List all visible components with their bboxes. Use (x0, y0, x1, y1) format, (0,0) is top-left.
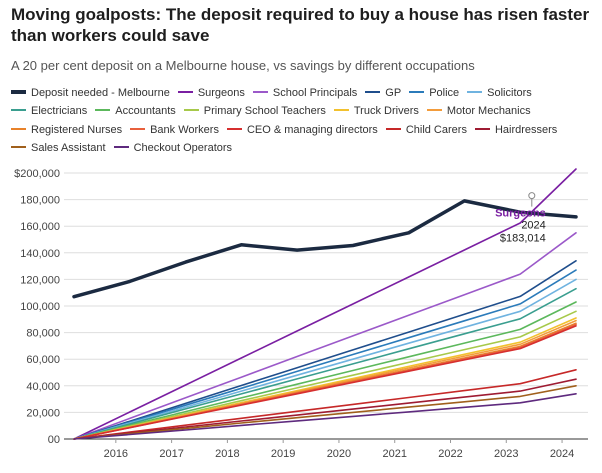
legend-label: Solicitors (487, 87, 532, 99)
legend-label: Child Carers (405, 123, 467, 136)
legend-swatch (130, 127, 146, 130)
legend-swatch (177, 91, 193, 94)
legend-swatch (11, 109, 26, 112)
x-tick-label: 2019 (271, 448, 295, 460)
y-tick-label: 140,000 (20, 248, 60, 260)
legend-label: Accountants (115, 105, 176, 118)
legend-label: GP (385, 87, 402, 99)
y-tick-label: 60,000 (26, 354, 60, 366)
x-tick-label: 2021 (382, 448, 406, 460)
legend-item: Motor Mechanics (426, 102, 531, 120)
legend-swatch (11, 145, 26, 148)
legend-item: Deposit needed - Melbourne (11, 84, 170, 102)
legend-swatch (95, 109, 111, 112)
series-line (73, 232, 577, 440)
legend-label: Police (429, 87, 460, 99)
annotation-value: $183,014 (500, 233, 546, 245)
y-tick-label: 100,000 (20, 301, 60, 313)
legend-item: Bank Workers (130, 121, 219, 139)
legend-item: School Principals (252, 84, 358, 102)
x-tick-label: 2023 (494, 448, 518, 460)
legend-label: Sales Assistant (31, 141, 106, 154)
legend-item: GP (365, 84, 401, 102)
legend-label: Registered Nurses (31, 123, 123, 136)
legend-item: Accountants (95, 102, 176, 120)
y-tick-label: 40,000 (26, 381, 60, 393)
legend-label: Hairdressers (494, 123, 558, 136)
legend-swatch (426, 109, 442, 112)
legend-label: Electricians (31, 105, 88, 118)
series-line (73, 278, 577, 440)
series-line (73, 378, 577, 440)
legend-item: Hairdressers (474, 121, 558, 139)
x-tick-label: 2024 (550, 448, 574, 460)
x-tick-label: 2020 (327, 448, 351, 460)
legend-label: Bank Workers (150, 123, 219, 136)
legend-item: Checkout Operators (113, 139, 233, 157)
series-line (73, 287, 577, 440)
legend-item: Police (409, 84, 459, 102)
x-tick-label: 2022 (438, 448, 462, 460)
legend-label: Truck Drivers (353, 105, 419, 118)
legend-swatch (11, 127, 26, 130)
series-line (73, 260, 577, 440)
y-tick-label: 180,000 (20, 195, 60, 207)
legend: Deposit needed - Melbourne Surgeons School… (11, 84, 601, 157)
line-chart: 00 20,000 40,000 60,000 80,000 100,000 120,000… (14, 168, 588, 460)
legend-swatch (365, 91, 381, 94)
annotation-year: 2024 (521, 220, 545, 232)
legend-label: Primary School Teachers (203, 105, 326, 118)
series-line (73, 385, 577, 440)
series-line (73, 310, 577, 440)
legend-item: Surgeons (177, 84, 245, 102)
legend-swatch (474, 127, 490, 130)
legend-item: Sales Assistant (11, 139, 106, 157)
annotation-name: Surgeons (495, 208, 546, 220)
y-tick-label: $200,000 (14, 168, 60, 180)
legend-label: Motor Mechanics (446, 105, 531, 118)
series-line (73, 393, 577, 440)
legend-swatch (226, 127, 242, 130)
x-tick-label: 2017 (159, 448, 183, 460)
series-line (73, 168, 577, 440)
legend-swatch (183, 109, 199, 112)
legend-label: Checkout Operators (133, 141, 233, 154)
legend-label: Deposit needed - Melbourne (31, 87, 170, 99)
chart-title: Moving goalposts: The deposit required t… (11, 5, 590, 45)
y-tick-label: 120,000 (20, 274, 60, 286)
legend-item: Solicitors (467, 84, 532, 102)
annotation-marker (528, 192, 536, 200)
series-line (73, 269, 577, 440)
legend-item: Truck Drivers (333, 102, 419, 120)
legend-item: CEO & managing directors (226, 121, 378, 139)
legend-swatch (409, 91, 425, 94)
legend-label: School Principals (272, 87, 358, 99)
legend-item: Primary School Teachers (183, 102, 326, 120)
legend-label: CEO & managing directors (246, 123, 378, 136)
y-tick-label: 00 (48, 434, 60, 446)
series-line (72, 199, 578, 299)
series-line (73, 325, 577, 440)
legend-item: Registered Nurses (11, 121, 122, 139)
legend-swatch (11, 90, 26, 95)
x-tick-label: 2018 (215, 448, 239, 460)
x-tick-label: 2016 (104, 448, 128, 460)
legend-item: Electricians (11, 102, 87, 120)
y-tick-label: 20,000 (26, 407, 60, 419)
legend-swatch (467, 91, 483, 94)
legend-label: Surgeons (197, 87, 245, 99)
legend-swatch (252, 91, 268, 94)
legend-swatch (333, 109, 349, 112)
y-tick-label: 160,000 (20, 221, 60, 233)
legend-swatch (385, 127, 401, 130)
series-line (73, 369, 577, 440)
series-line (73, 301, 577, 440)
y-tick-label: 80,000 (26, 328, 60, 340)
chart-subtitle: A 20 per cent deposit on a Melbourne hou… (11, 58, 475, 73)
legend-item: Child Carers (385, 121, 467, 139)
legend-swatch (113, 145, 129, 148)
